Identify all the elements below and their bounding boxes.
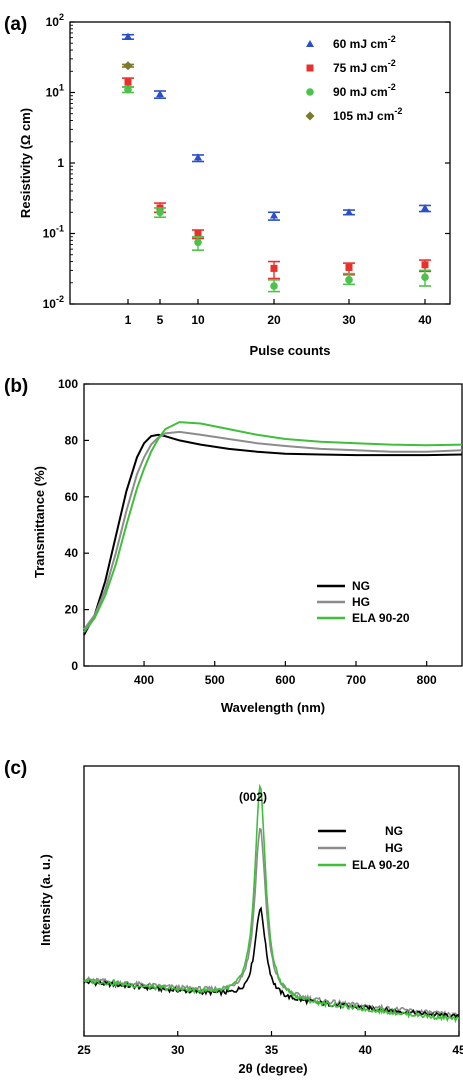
- panel-a-y-tick-label: 10-1: [43, 224, 64, 241]
- panel-a-x-tick-label: 5: [157, 313, 164, 327]
- panel-a-data-point: [156, 90, 164, 98]
- panel-a-data-point: [345, 263, 353, 271]
- panel-c-y-axis-title: Intensity (a. u.): [38, 854, 53, 946]
- panel-a-data-point: [123, 61, 133, 71]
- panel-a-data-point: [270, 264, 278, 272]
- panel-a-data-point: [194, 153, 202, 161]
- panel-b-plot-frame: [83, 383, 463, 667]
- panel-a-legend-marker: [305, 111, 315, 121]
- panel-b-series-line: [83, 433, 463, 636]
- panel-b: (b) 0 20 40 60 80 100 400 500 600 700 800 NG HG ELA 9…: [4, 376, 463, 715]
- panel-a-data-point: [156, 208, 164, 217]
- panel-b-y-tick-label: 0: [71, 659, 78, 673]
- panel-a-x-tick-label: 20: [267, 313, 281, 327]
- panel-a-data-point: [421, 273, 429, 281]
- panel-a-x-tick-label: 40: [418, 313, 432, 327]
- panel-a-label: (a): [4, 14, 27, 35]
- panel-a-legend-label: 105 mJ cm-2: [333, 106, 402, 123]
- panel-a-data-point: [270, 282, 278, 290]
- panel-b-series-line: [83, 421, 463, 633]
- panel-a-y-tick-label: 102: [46, 12, 64, 29]
- panel-b-content: 0 20 40 60 80 100 400 500 600 700 800 NG HG ELA 90-20: [58, 377, 463, 687]
- panel-a-x-tick-label: 10: [191, 313, 205, 327]
- panel-b-x-tick-label: 700: [346, 673, 366, 687]
- panel-b-x-tick-label: 800: [417, 673, 437, 687]
- panel-b-legend-label: ELA 90-20: [352, 611, 410, 625]
- panel-c-x-tick-label: 35: [265, 1043, 279, 1057]
- panel-a-legend-marker: [306, 64, 314, 72]
- panel-a-legend-label: 75 mJ cm-2: [333, 58, 396, 75]
- panel-c-content: 25 30 35 40 45 NG HG ELA 90-20: [77, 783, 463, 1057]
- panel-c-series-line: [83, 906, 460, 1020]
- panel-c: (c) 25 30 35 40 45 NG HG ELA 90-20 (002) 2θ (de…: [4, 758, 463, 1076]
- panel-a-x-axis-title: Pulse counts: [250, 343, 331, 358]
- panel-a-x-tick-label: 30: [342, 313, 356, 327]
- panel-c-x-axis-title: 2θ (degree): [238, 1061, 307, 1076]
- panel-c-x-tick-label: 45: [452, 1043, 463, 1057]
- panel-a: (a) 10-2 10-1 1 101 102 1 5 10 20 30 40 60 mJ cm-2 7…: [4, 12, 451, 358]
- panel-a-y-tick-label: 101: [46, 83, 64, 100]
- panel-b-y-tick-label: 100: [58, 377, 78, 391]
- panel-c-legend-label: HG: [385, 841, 403, 855]
- panel-b-legend-label: NG: [352, 579, 370, 593]
- panel-a-data-point: [421, 203, 429, 211]
- panel-a-x-tick-label: 1: [125, 313, 132, 327]
- panel-a-data-point: [194, 238, 202, 247]
- panel-b-x-tick-label: 600: [275, 673, 295, 687]
- panel-c-legend-label: ELA 90-20: [352, 858, 410, 872]
- panel-c-x-tick-label: 25: [77, 1043, 91, 1057]
- panel-a-data-point: [270, 211, 278, 219]
- panel-b-x-tick-label: 400: [134, 673, 154, 687]
- panel-b-x-axis-title: Wavelength (nm): [221, 700, 325, 715]
- panel-a-data-point: [345, 276, 353, 284]
- panel-b-x-tick-label: 500: [205, 673, 225, 687]
- panel-c-x-tick-label: 30: [171, 1043, 185, 1057]
- panel-a-legend-marker: [306, 40, 314, 47]
- panel-a-data-point: [124, 78, 132, 86]
- panel-a-legend-label: 60 mJ cm-2: [333, 34, 396, 51]
- panel-a-data-point: [124, 85, 132, 94]
- panel-b-legend-label: HG: [352, 595, 370, 609]
- panel-b-series-line: [83, 430, 463, 630]
- panel-a-data-point: [124, 32, 132, 40]
- panel-c-plot-frame: [83, 765, 460, 1037]
- panel-c-x-tick-label: 40: [359, 1043, 373, 1057]
- panel-a-data-point: [421, 261, 429, 269]
- panel-a-y-tick-label: 10-2: [43, 294, 64, 311]
- panel-a-content: 10-2 10-1 1 101 102 1 5 10 20 30 40 60 mJ cm-2 75 mJ…: [43, 12, 450, 327]
- panel-a-data-point: [194, 230, 202, 237]
- panel-c-series-line: [83, 783, 460, 1024]
- panel-b-y-tick-label: 60: [65, 490, 79, 504]
- panel-c-legend-label: NG: [385, 824, 403, 838]
- panel-b-label: (b): [4, 376, 28, 397]
- panel-b-y-tick-label: 20: [65, 603, 79, 617]
- panel-b-y-axis-title: Transmittance (%): [32, 466, 47, 578]
- panel-a-legend-label: 90 mJ cm-2: [333, 82, 396, 99]
- panel-b-y-tick-label: 40: [65, 546, 79, 560]
- panel-c-peak-annotation: (002): [239, 790, 267, 804]
- panel-a-legend-marker: [306, 88, 314, 96]
- panel-b-y-tick-label: 80: [65, 433, 79, 447]
- panel-a-y-tick-label: 1: [57, 156, 64, 170]
- panel-a-y-axis-title: Resistivity (Ω cm): [18, 108, 33, 218]
- panel-a-data-point: [345, 208, 353, 216]
- panel-c-label: (c): [4, 758, 27, 779]
